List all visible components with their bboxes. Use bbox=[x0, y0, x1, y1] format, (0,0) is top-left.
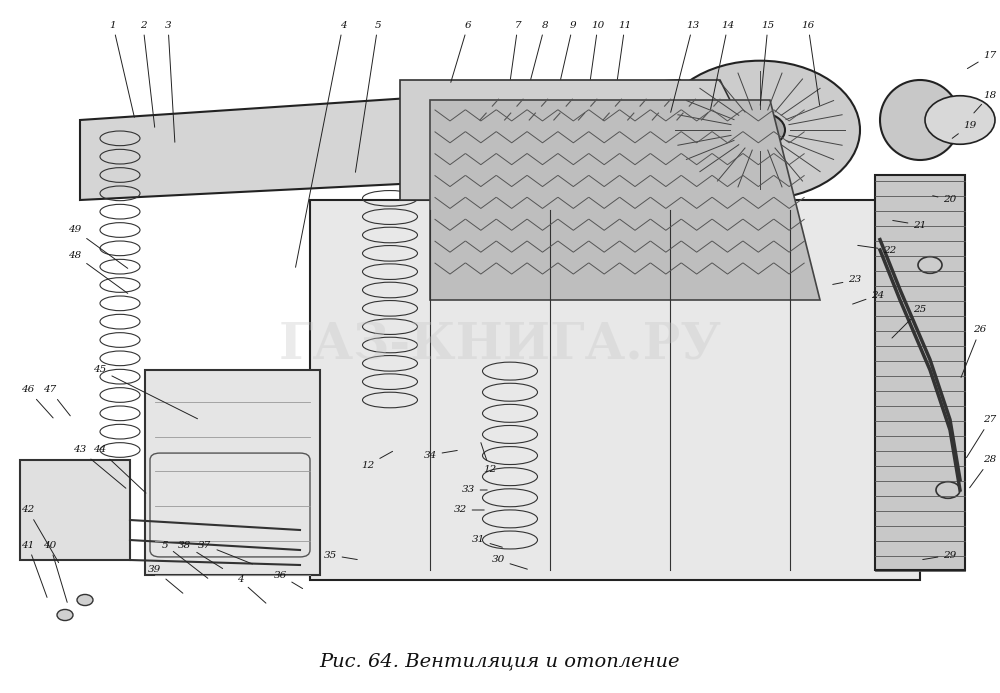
Text: 10: 10 bbox=[590, 21, 605, 79]
Text: 13: 13 bbox=[671, 21, 700, 112]
Text: 2: 2 bbox=[140, 21, 155, 128]
Circle shape bbox=[925, 96, 995, 144]
Text: 34: 34 bbox=[423, 450, 457, 459]
Text: 23: 23 bbox=[833, 276, 862, 285]
Text: 28: 28 bbox=[970, 455, 997, 488]
Text: 44: 44 bbox=[93, 446, 146, 493]
Text: 33: 33 bbox=[461, 486, 487, 495]
Text: 35: 35 bbox=[323, 550, 357, 559]
Text: 30: 30 bbox=[491, 556, 527, 569]
Text: 36: 36 bbox=[273, 570, 303, 588]
Text: 17: 17 bbox=[967, 51, 997, 69]
Text: 15: 15 bbox=[760, 21, 775, 105]
Circle shape bbox=[918, 256, 942, 273]
Text: 25: 25 bbox=[892, 306, 927, 338]
Text: 11: 11 bbox=[617, 21, 632, 79]
Text: 5: 5 bbox=[355, 21, 381, 173]
Text: 16: 16 bbox=[801, 21, 820, 105]
Text: 4: 4 bbox=[237, 575, 266, 603]
Bar bbox=[145, 370, 320, 575]
Text: 7: 7 bbox=[510, 21, 521, 79]
Ellipse shape bbox=[880, 80, 960, 160]
Text: 49: 49 bbox=[68, 225, 128, 268]
Text: 9: 9 bbox=[561, 21, 576, 79]
Circle shape bbox=[735, 113, 785, 148]
Text: 18: 18 bbox=[974, 91, 997, 113]
Text: 41: 41 bbox=[21, 541, 47, 597]
Text: 29: 29 bbox=[923, 550, 957, 559]
Text: 37: 37 bbox=[198, 541, 252, 564]
Polygon shape bbox=[400, 80, 780, 200]
Text: 24: 24 bbox=[853, 290, 885, 304]
Text: 26: 26 bbox=[961, 326, 987, 378]
Text: 3: 3 bbox=[165, 21, 175, 142]
Text: 42: 42 bbox=[21, 505, 59, 563]
Text: 14: 14 bbox=[711, 21, 735, 109]
Text: 47: 47 bbox=[43, 385, 70, 416]
Text: 39: 39 bbox=[148, 565, 183, 593]
Text: 27: 27 bbox=[966, 416, 997, 457]
Text: 4: 4 bbox=[296, 21, 346, 267]
Text: 6: 6 bbox=[451, 21, 471, 82]
Text: ГАЗ-КНИГА.РУ: ГАЗ-КНИГА.РУ bbox=[279, 322, 721, 371]
Text: 19: 19 bbox=[952, 121, 977, 139]
Text: 43: 43 bbox=[73, 446, 126, 489]
Text: 21: 21 bbox=[893, 220, 927, 229]
Text: 46: 46 bbox=[21, 385, 53, 418]
Text: 32: 32 bbox=[453, 505, 484, 514]
Text: 20: 20 bbox=[933, 195, 957, 204]
Polygon shape bbox=[430, 100, 820, 300]
Text: 45: 45 bbox=[93, 365, 198, 419]
Circle shape bbox=[57, 609, 73, 620]
Text: 5: 5 bbox=[162, 541, 208, 578]
Bar bbox=[20, 460, 130, 560]
Circle shape bbox=[936, 482, 960, 498]
Text: 40: 40 bbox=[43, 541, 67, 602]
Polygon shape bbox=[80, 80, 680, 200]
Text: 8: 8 bbox=[531, 21, 548, 79]
Bar bbox=[875, 175, 965, 570]
Text: 12: 12 bbox=[361, 451, 393, 469]
Text: 22: 22 bbox=[858, 245, 897, 254]
Polygon shape bbox=[310, 200, 920, 580]
Circle shape bbox=[660, 61, 860, 200]
Text: 1: 1 bbox=[110, 21, 134, 117]
Text: 12: 12 bbox=[481, 443, 497, 475]
Text: 31: 31 bbox=[471, 536, 502, 547]
Text: 38: 38 bbox=[178, 541, 223, 568]
Text: 48: 48 bbox=[68, 250, 128, 293]
Circle shape bbox=[77, 595, 93, 606]
Text: Рис. 64. Вентиляция и отопление: Рис. 64. Вентиляция и отопление bbox=[320, 653, 680, 671]
